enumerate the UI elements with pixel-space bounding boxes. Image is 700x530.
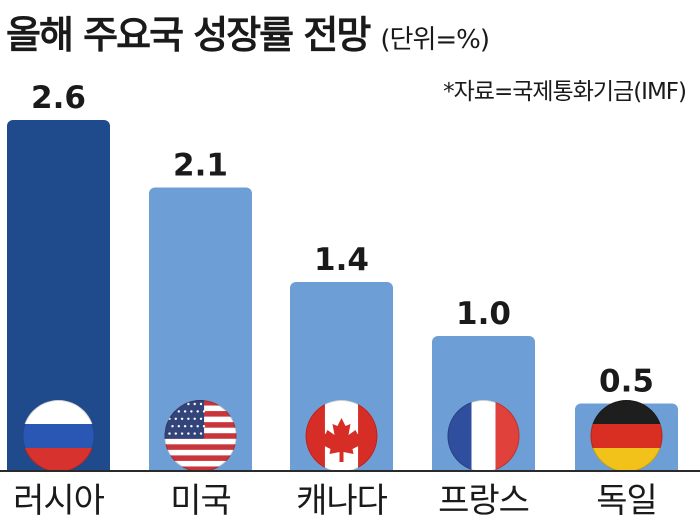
chart-title-row: 올해 주요국 성장률 전망 (단위=%) [6,4,490,59]
category-label: 러시아 [13,481,105,521]
bar-2 [149,187,252,471]
france-flag-icon [447,400,520,472]
category-label: 캐나다 [296,481,388,521]
chart-title: 올해 주요국 성장률 전망 [6,13,371,57]
bar-value-label: 2.6 [31,80,86,116]
bar-value-label: 2.1 [173,148,228,184]
unit-note: (단위=%) [380,25,490,55]
category-label: 미국 [170,481,231,521]
bar-value-label: 0.5 [599,364,654,400]
bar-value-label: 1.0 [456,296,511,332]
category-label: 독일 [596,481,657,521]
russia-flag-icon [22,400,95,472]
bar-1 [7,120,110,471]
flags-layer [22,400,663,472]
bar-value-label: 1.4 [314,242,369,278]
source-note: *자료=국제통화기금(IMF) [443,79,687,105]
canada-flag-icon [305,400,378,472]
labels-layer: 2.6 러시아 2.1 미국 1.4 캐나다 1.0 프랑스 0.5 독일 [13,80,658,521]
usa-flag-icon [164,400,237,472]
category-label: 프랑스 [438,481,529,521]
